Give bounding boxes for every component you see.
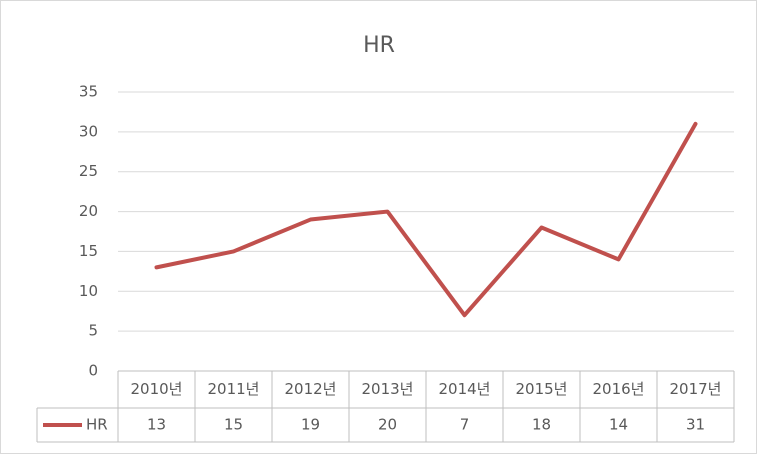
- x-tick-label: 2014년: [439, 380, 491, 398]
- y-tick-label: 15: [79, 242, 98, 260]
- table-value: 19: [301, 416, 320, 434]
- table-value: 18: [532, 416, 551, 434]
- y-tick-label: 20: [79, 202, 98, 220]
- table-value: 14: [609, 416, 628, 434]
- x-tick-label: 2016년: [593, 380, 645, 398]
- legend-label: HR: [86, 416, 108, 434]
- chart-title: HR: [363, 33, 395, 58]
- table-value: 15: [224, 416, 243, 434]
- table-value: 20: [378, 416, 397, 434]
- x-tick-label: 2017년: [670, 380, 722, 398]
- line-series: [154, 121, 698, 318]
- x-tick-label: 2011년: [208, 380, 260, 398]
- y-tick-label: 25: [79, 162, 98, 180]
- x-tick-label: 2010년: [131, 380, 183, 398]
- table-value: 13: [147, 416, 166, 434]
- y-tick-label: 30: [79, 122, 98, 140]
- table-value: 7: [460, 416, 470, 434]
- y-tick-label: 0: [88, 362, 98, 380]
- y-tick-label: 10: [79, 282, 98, 300]
- x-tick-label: 2015년: [516, 380, 568, 398]
- table-value: 31: [686, 416, 705, 434]
- x-tick-label: 2012년: [285, 380, 337, 398]
- y-tick-label: 5: [88, 322, 98, 340]
- y-tick-label: 35: [79, 83, 98, 101]
- x-tick-label: 2013년: [362, 380, 414, 398]
